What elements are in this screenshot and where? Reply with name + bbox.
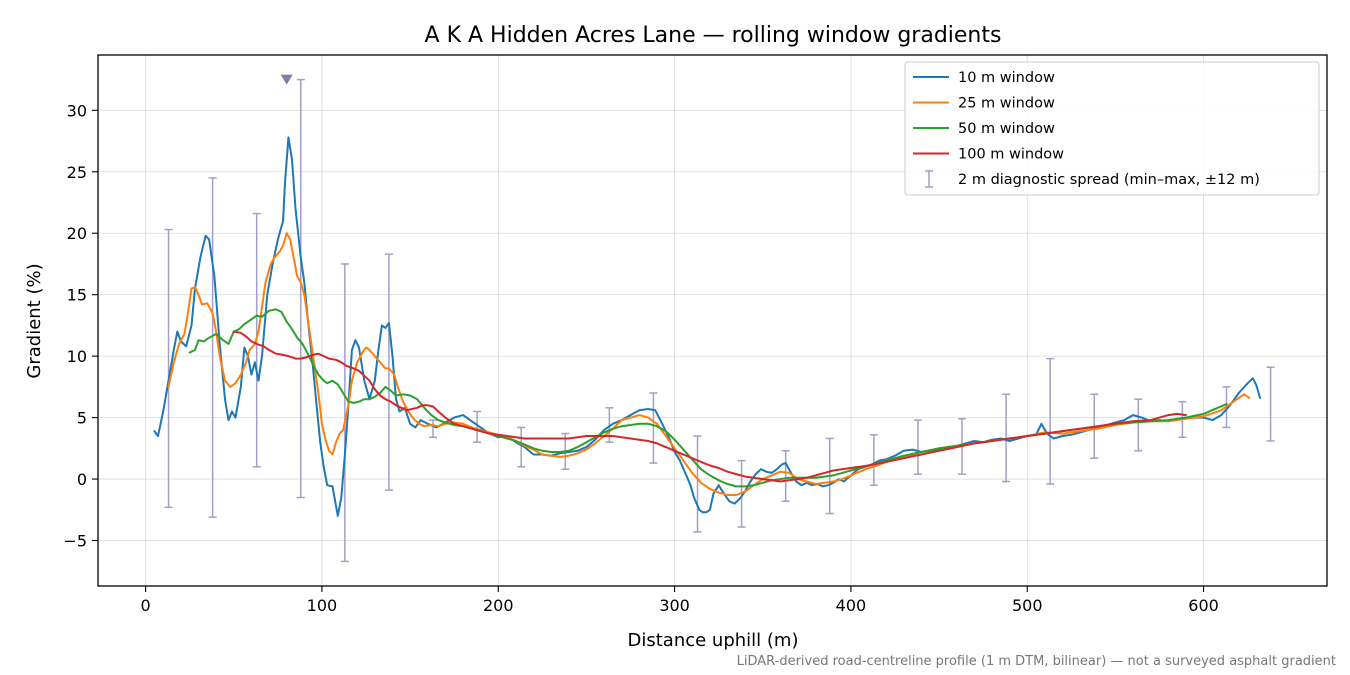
y-tick-label: 30 — [67, 101, 87, 120]
legend: 10 m window 25 m window 50 m window 100 m w… — [904, 61, 1320, 196]
legend-box — [904, 61, 1320, 196]
x-axis-label: Distance uphill (m) — [628, 630, 799, 651]
legend-label: 25 m window — [958, 96, 1055, 112]
x-tick-label: 400 — [836, 596, 867, 615]
errorbar — [1002, 393, 1011, 483]
errorbar — [1134, 398, 1143, 452]
errorbar — [384, 253, 393, 491]
legend-entry: 10 m window — [913, 70, 1055, 86]
x-tick-label: 100 — [307, 596, 338, 615]
legend-entry: 100 m window — [913, 147, 1064, 163]
x-tick-label: 500 — [1012, 596, 1043, 615]
errorbar — [913, 419, 922, 475]
x-tick-label: 300 — [659, 596, 690, 615]
grid-lines — [98, 55, 1327, 586]
errorbar — [1046, 357, 1055, 485]
y-tick-label: 0 — [77, 470, 87, 489]
errorbar — [208, 177, 217, 518]
axes-frame — [97, 54, 1328, 587]
errorbar — [517, 426, 526, 468]
series-line-100-m-window — [232, 330, 1187, 483]
errorbar — [473, 410, 482, 443]
peak-marker — [280, 74, 293, 85]
y-tick-label: 15 — [67, 286, 87, 305]
y-tick-label: 25 — [67, 163, 87, 182]
chart-title: A K A Hidden Acres Lane — rolling window… — [425, 23, 1002, 48]
errorbar — [340, 263, 349, 563]
axis-ticks: 0 100 200 300 400 500 600 −5 0 5 10 15 20 25 30 — [63, 101, 1218, 615]
footnote: LiDAR-derived road-centreline profile (1… — [737, 654, 1336, 669]
x-tick-label: 0 — [141, 596, 151, 615]
errorbar — [1266, 366, 1275, 442]
x-tick-label: 600 — [1188, 596, 1219, 615]
series-line-50-m-window — [188, 308, 1228, 488]
legend-label: 10 m window — [958, 70, 1055, 86]
legend-entry: 2 m diagnostic spread (min–max, ±12 m) — [925, 170, 1260, 188]
errorbar — [296, 78, 305, 499]
y-tick-label: 20 — [67, 224, 87, 243]
errorbar — [869, 434, 878, 486]
x-tick-label: 200 — [483, 596, 514, 615]
legend-label: 100 m window — [958, 147, 1064, 163]
y-tick-label: 10 — [67, 347, 87, 366]
plot-area — [153, 74, 1275, 563]
errorbar — [164, 228, 173, 509]
legend-label: 50 m window — [958, 121, 1055, 137]
legend-label: 2 m diagnostic spread (min–max, ±12 m) — [958, 172, 1260, 188]
legend-entry: 50 m window — [913, 121, 1055, 137]
errorbar — [693, 435, 702, 533]
errorbar — [781, 450, 790, 502]
errorbar — [649, 392, 658, 464]
errorbar — [429, 419, 438, 439]
y-tick-label: 5 — [77, 409, 87, 428]
legend-entry: 25 m window — [913, 96, 1055, 112]
y-tick-label: −5 — [63, 532, 87, 551]
y-axis-label: Gradient (%) — [24, 263, 45, 378]
